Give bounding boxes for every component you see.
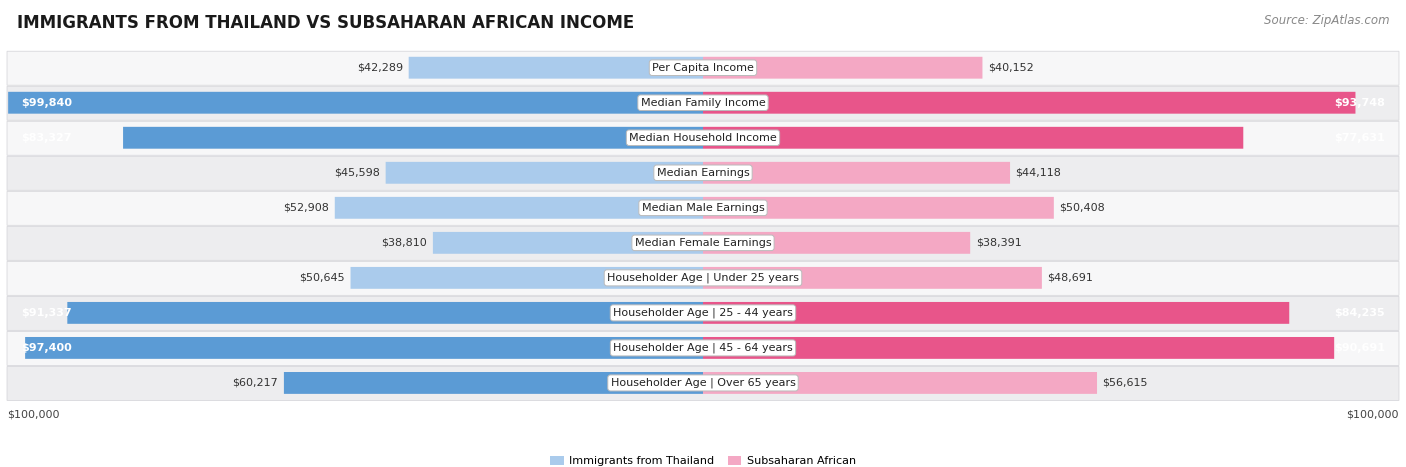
Text: Householder Age | 25 - 44 years: Householder Age | 25 - 44 years [613, 308, 793, 318]
Text: $77,631: $77,631 [1334, 133, 1385, 143]
Text: $50,408: $50,408 [1059, 203, 1105, 213]
FancyBboxPatch shape [7, 121, 1399, 155]
Text: $56,615: $56,615 [1102, 378, 1149, 388]
FancyBboxPatch shape [703, 232, 970, 254]
FancyBboxPatch shape [703, 127, 1243, 149]
Text: $38,391: $38,391 [976, 238, 1022, 248]
Text: $91,337: $91,337 [21, 308, 72, 318]
FancyBboxPatch shape [703, 92, 1355, 113]
Text: $42,289: $42,289 [357, 63, 404, 73]
Text: Median Household Income: Median Household Income [628, 133, 778, 143]
FancyBboxPatch shape [385, 162, 703, 184]
Text: Median Female Earnings: Median Female Earnings [634, 238, 772, 248]
FancyBboxPatch shape [703, 267, 1042, 289]
Text: Householder Age | 45 - 64 years: Householder Age | 45 - 64 years [613, 343, 793, 353]
FancyBboxPatch shape [124, 127, 703, 149]
FancyBboxPatch shape [703, 337, 1334, 359]
Text: $44,118: $44,118 [1015, 168, 1062, 178]
FancyBboxPatch shape [703, 162, 1010, 184]
FancyBboxPatch shape [703, 57, 983, 78]
FancyBboxPatch shape [703, 372, 1097, 394]
Text: $45,598: $45,598 [335, 168, 380, 178]
Text: $84,235: $84,235 [1334, 308, 1385, 318]
Text: $93,748: $93,748 [1334, 98, 1385, 108]
Text: $100,000: $100,000 [7, 409, 59, 419]
FancyBboxPatch shape [7, 297, 1399, 331]
FancyBboxPatch shape [350, 267, 703, 289]
Text: Per Capita Income: Per Capita Income [652, 63, 754, 73]
Text: Median Earnings: Median Earnings [657, 168, 749, 178]
FancyBboxPatch shape [7, 262, 1399, 295]
FancyBboxPatch shape [67, 302, 703, 324]
Text: Median Family Income: Median Family Income [641, 98, 765, 108]
FancyBboxPatch shape [703, 302, 1289, 324]
FancyBboxPatch shape [7, 156, 1399, 191]
Text: $99,840: $99,840 [21, 98, 72, 108]
Text: $60,217: $60,217 [232, 378, 278, 388]
FancyBboxPatch shape [7, 367, 1399, 401]
Legend: Immigrants from Thailand, Subsaharan African: Immigrants from Thailand, Subsaharan Afr… [546, 452, 860, 467]
Text: $48,691: $48,691 [1047, 273, 1094, 283]
FancyBboxPatch shape [7, 51, 1399, 85]
Text: $52,908: $52,908 [284, 203, 329, 213]
FancyBboxPatch shape [25, 337, 703, 359]
FancyBboxPatch shape [335, 197, 703, 219]
Text: $38,810: $38,810 [381, 238, 427, 248]
Text: $83,327: $83,327 [21, 133, 72, 143]
FancyBboxPatch shape [433, 232, 703, 254]
Text: IMMIGRANTS FROM THAILAND VS SUBSAHARAN AFRICAN INCOME: IMMIGRANTS FROM THAILAND VS SUBSAHARAN A… [17, 14, 634, 32]
FancyBboxPatch shape [284, 372, 703, 394]
Text: $97,400: $97,400 [21, 343, 72, 353]
FancyBboxPatch shape [8, 92, 703, 113]
FancyBboxPatch shape [703, 197, 1054, 219]
Text: Householder Age | Over 65 years: Householder Age | Over 65 years [610, 378, 796, 388]
Text: Median Male Earnings: Median Male Earnings [641, 203, 765, 213]
FancyBboxPatch shape [7, 226, 1399, 261]
Text: $90,691: $90,691 [1334, 343, 1385, 353]
FancyBboxPatch shape [7, 86, 1399, 120]
FancyBboxPatch shape [409, 57, 703, 78]
FancyBboxPatch shape [7, 332, 1399, 365]
Text: $40,152: $40,152 [988, 63, 1033, 73]
Text: Source: ZipAtlas.com: Source: ZipAtlas.com [1264, 14, 1389, 27]
Text: $50,645: $50,645 [299, 273, 344, 283]
Text: $100,000: $100,000 [1347, 409, 1399, 419]
FancyBboxPatch shape [7, 191, 1399, 225]
Text: Householder Age | Under 25 years: Householder Age | Under 25 years [607, 273, 799, 283]
